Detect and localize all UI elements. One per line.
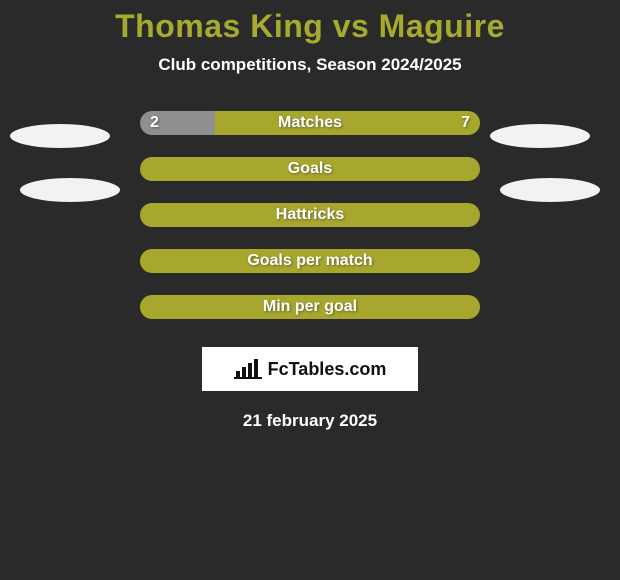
watermark-text: FcTables.com [268,359,387,380]
decorative-ellipse [20,178,120,202]
stat-bar: Matches 2 7 [140,111,480,135]
stat-label: Hattricks [276,206,344,224]
stat-value-player2: 7 [461,114,470,132]
stat-row: Goals per match [0,249,620,273]
watermark: FcTables.com [202,347,418,391]
stat-bar: Hattricks [140,203,480,227]
stat-bar: Goals per match [140,249,480,273]
stat-label: Matches [278,114,342,132]
stat-row: Min per goal [0,295,620,319]
page-title: Thomas King vs Maguire [0,0,620,45]
decorative-ellipse [500,178,600,202]
decorative-ellipse [10,124,110,148]
stat-bar: Min per goal [140,295,480,319]
footer-date: 21 february 2025 [0,411,620,431]
bar-segment-player2 [215,111,480,135]
stat-row: Goals [0,157,620,181]
stat-label: Goals [288,160,332,178]
decorative-ellipse [490,124,590,148]
stat-bar: Goals [140,157,480,181]
bars-chart-icon [234,359,262,379]
stat-label: Min per goal [263,298,357,316]
stat-label: Goals per match [247,252,372,270]
stat-value-player1: 2 [150,114,159,132]
subtitle: Club competitions, Season 2024/2025 [0,55,620,75]
stat-row: Hattricks [0,203,620,227]
